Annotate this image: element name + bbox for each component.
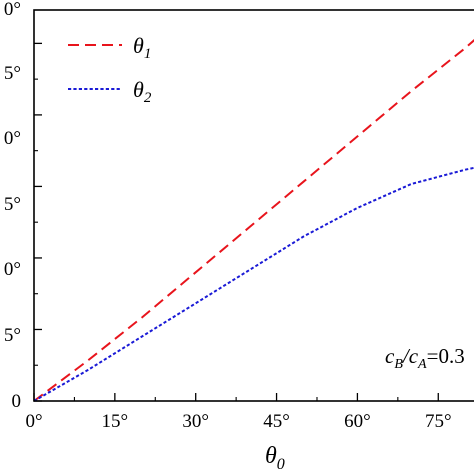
legend-label-theta2: θ2 bbox=[133, 77, 152, 106]
y-tick-label: 5° bbox=[4, 325, 21, 346]
x-tick-label: 0° bbox=[25, 411, 42, 432]
legend-theta1-subscript: 1 bbox=[144, 46, 152, 62]
ratio-value: =0.3 bbox=[427, 344, 465, 368]
y-tick-label: 0° bbox=[4, 128, 21, 149]
x-tick-label: 45° bbox=[263, 411, 290, 432]
y-tick-label: 5° bbox=[4, 63, 21, 84]
y-tick-label: 0° bbox=[4, 259, 21, 280]
ratio-annotation: cB/cA=0.3 bbox=[385, 344, 465, 372]
x-axis-title-symbol: θ bbox=[265, 443, 277, 469]
y-tick-label: 0° bbox=[4, 0, 21, 20]
series-layer bbox=[33, 39, 474, 402]
legend: θ1 θ2 bbox=[68, 33, 152, 106]
legend-theta2-subscript: 2 bbox=[144, 90, 152, 106]
ratio-sub-b: B bbox=[394, 357, 403, 372]
plot-border bbox=[33, 9, 474, 402]
x-tick-label: 30° bbox=[182, 411, 209, 432]
ticks bbox=[33, 42, 439, 402]
x-axis-title: θ0 bbox=[265, 443, 285, 473]
series-line-1 bbox=[33, 39, 474, 402]
legend-label-theta1: θ1 bbox=[133, 33, 151, 62]
x-axis-title-subscript: 0 bbox=[277, 456, 285, 473]
series-line-2 bbox=[33, 166, 474, 402]
tick-labels: 0° 15° 30° 45° 60° 75° 0 5° 0° 5° 0° 5° 0° bbox=[4, 0, 452, 432]
plot-frame bbox=[33, 9, 474, 402]
legend-theta2-symbol: θ bbox=[133, 77, 144, 102]
x-tick-label: 15° bbox=[102, 411, 129, 432]
ratio-sub-a: A bbox=[417, 357, 427, 372]
y-tick-label: 0 bbox=[12, 391, 22, 412]
y-tick-label: 5° bbox=[4, 194, 21, 215]
x-tick-label: 75° bbox=[425, 411, 452, 432]
legend-theta1-symbol: θ bbox=[133, 33, 144, 58]
ratio-slash: /c bbox=[402, 344, 419, 368]
x-tick-label: 60° bbox=[344, 411, 371, 432]
ratio-c-b: c bbox=[385, 344, 395, 368]
